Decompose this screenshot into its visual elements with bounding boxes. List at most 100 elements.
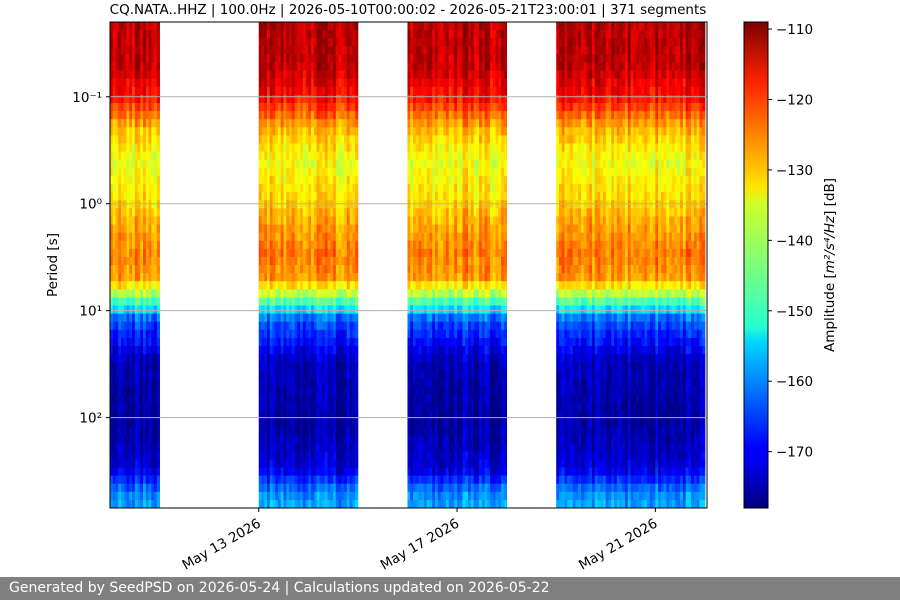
heatmap-cell xyxy=(115,167,119,177)
heatmap-cell xyxy=(258,289,262,298)
heatmap-cell xyxy=(118,127,122,136)
heatmap-cell xyxy=(264,402,268,412)
heatmap-cell xyxy=(156,119,160,128)
heatmap-cell xyxy=(338,410,342,420)
heatmap-cell xyxy=(308,216,312,225)
heatmap-cell xyxy=(415,435,419,444)
heatmap-cell xyxy=(346,475,351,485)
heatmap-cell xyxy=(421,159,425,169)
heatmap-cell xyxy=(324,459,328,468)
heatmap-cell xyxy=(330,94,334,104)
heatmap-cell xyxy=(437,410,441,420)
heatmap-cell xyxy=(283,289,287,298)
heatmap-cell xyxy=(341,143,345,152)
heatmap-cell xyxy=(280,459,284,468)
heatmap-cell xyxy=(308,459,312,468)
heatmap-cell xyxy=(289,402,293,412)
heatmap-cell xyxy=(412,443,417,452)
heatmap-cell xyxy=(429,305,433,314)
heatmap-cell xyxy=(346,111,351,120)
heatmap-cell xyxy=(344,378,348,387)
heatmap-cell xyxy=(302,289,306,298)
heatmap-cell xyxy=(355,30,359,39)
heatmap-cell xyxy=(300,337,304,347)
heatmap-cell xyxy=(137,256,141,266)
heatmap-cell xyxy=(476,175,480,185)
heatmap-cell xyxy=(457,410,461,420)
heatmap-cell xyxy=(446,94,450,104)
heatmap-cell xyxy=(479,418,483,428)
heatmap-cell xyxy=(432,354,436,363)
heatmap-cell xyxy=(327,435,331,444)
heatmap-cell xyxy=(302,46,306,55)
heatmap-cell xyxy=(115,459,119,468)
heatmap-cell xyxy=(300,111,304,120)
heatmap-cell xyxy=(316,86,320,96)
heatmap-cell xyxy=(479,459,483,468)
heatmap-cell xyxy=(352,321,356,331)
heatmap-cell xyxy=(121,54,125,63)
heatmap-cell xyxy=(412,265,417,274)
heatmap-cell xyxy=(341,175,345,185)
heatmap-cell xyxy=(415,127,419,136)
heatmap-cell xyxy=(338,475,342,485)
heatmap-cell xyxy=(421,427,425,436)
heatmap-cell xyxy=(349,22,353,31)
heatmap-cell xyxy=(289,475,293,485)
heatmap-cell xyxy=(151,273,155,282)
heatmap-cell xyxy=(462,435,466,444)
heatmap-cell xyxy=(423,265,428,274)
heatmap-cell xyxy=(110,362,114,371)
heatmap-cell xyxy=(435,378,439,387)
heatmap-cell xyxy=(272,443,276,452)
heatmap-cell xyxy=(481,362,485,371)
heatmap-cell xyxy=(311,86,315,96)
heatmap-cell xyxy=(316,111,320,120)
heatmap-cell xyxy=(110,135,114,144)
heatmap-cell xyxy=(415,38,419,47)
heatmap-cell xyxy=(473,289,477,298)
heatmap-cell xyxy=(291,491,295,501)
heatmap-cell xyxy=(267,362,271,371)
heatmap-cell xyxy=(126,281,130,290)
heatmap-cell xyxy=(330,46,334,55)
heatmap-cell xyxy=(302,232,306,242)
heatmap-cell xyxy=(311,127,315,136)
heatmap-cell xyxy=(297,224,301,233)
heatmap-cell xyxy=(110,62,114,71)
heatmap-cell xyxy=(115,483,119,493)
heatmap-cell xyxy=(110,265,114,274)
heatmap-cell xyxy=(278,46,282,55)
heatmap-cell xyxy=(338,86,342,96)
heatmap-cell xyxy=(289,370,293,379)
heatmap-cell xyxy=(451,38,455,47)
heatmap-cell xyxy=(322,346,326,355)
heatmap-cell xyxy=(454,208,458,217)
heatmap-cell xyxy=(151,386,155,395)
heatmap-cell xyxy=(278,475,282,485)
heatmap-cell xyxy=(349,305,353,314)
heatmap-cell xyxy=(468,54,472,63)
heatmap-cell xyxy=(267,240,271,250)
heatmap-cell xyxy=(311,22,315,31)
heatmap-cell xyxy=(421,256,425,266)
heatmap-cell xyxy=(459,483,463,493)
heatmap-cell xyxy=(435,103,439,112)
heatmap-cell xyxy=(267,200,271,209)
heatmap-cell xyxy=(468,483,472,493)
heatmap-cell xyxy=(432,86,436,96)
heatmap-cell xyxy=(346,240,351,250)
heatmap-cell xyxy=(440,184,444,193)
heatmap-cell xyxy=(426,184,430,193)
heatmap-cell xyxy=(465,313,469,323)
heatmap-cell xyxy=(473,70,477,80)
heatmap-cell xyxy=(264,175,268,185)
heatmap-cell xyxy=(341,30,345,39)
heatmap-cell xyxy=(313,151,317,161)
heatmap-cell xyxy=(437,30,441,39)
heatmap-cell xyxy=(154,143,158,152)
heatmap-cell xyxy=(338,94,342,104)
heatmap-cell xyxy=(451,483,455,493)
heatmap-cell xyxy=(432,208,436,217)
heatmap-cell xyxy=(278,159,282,169)
